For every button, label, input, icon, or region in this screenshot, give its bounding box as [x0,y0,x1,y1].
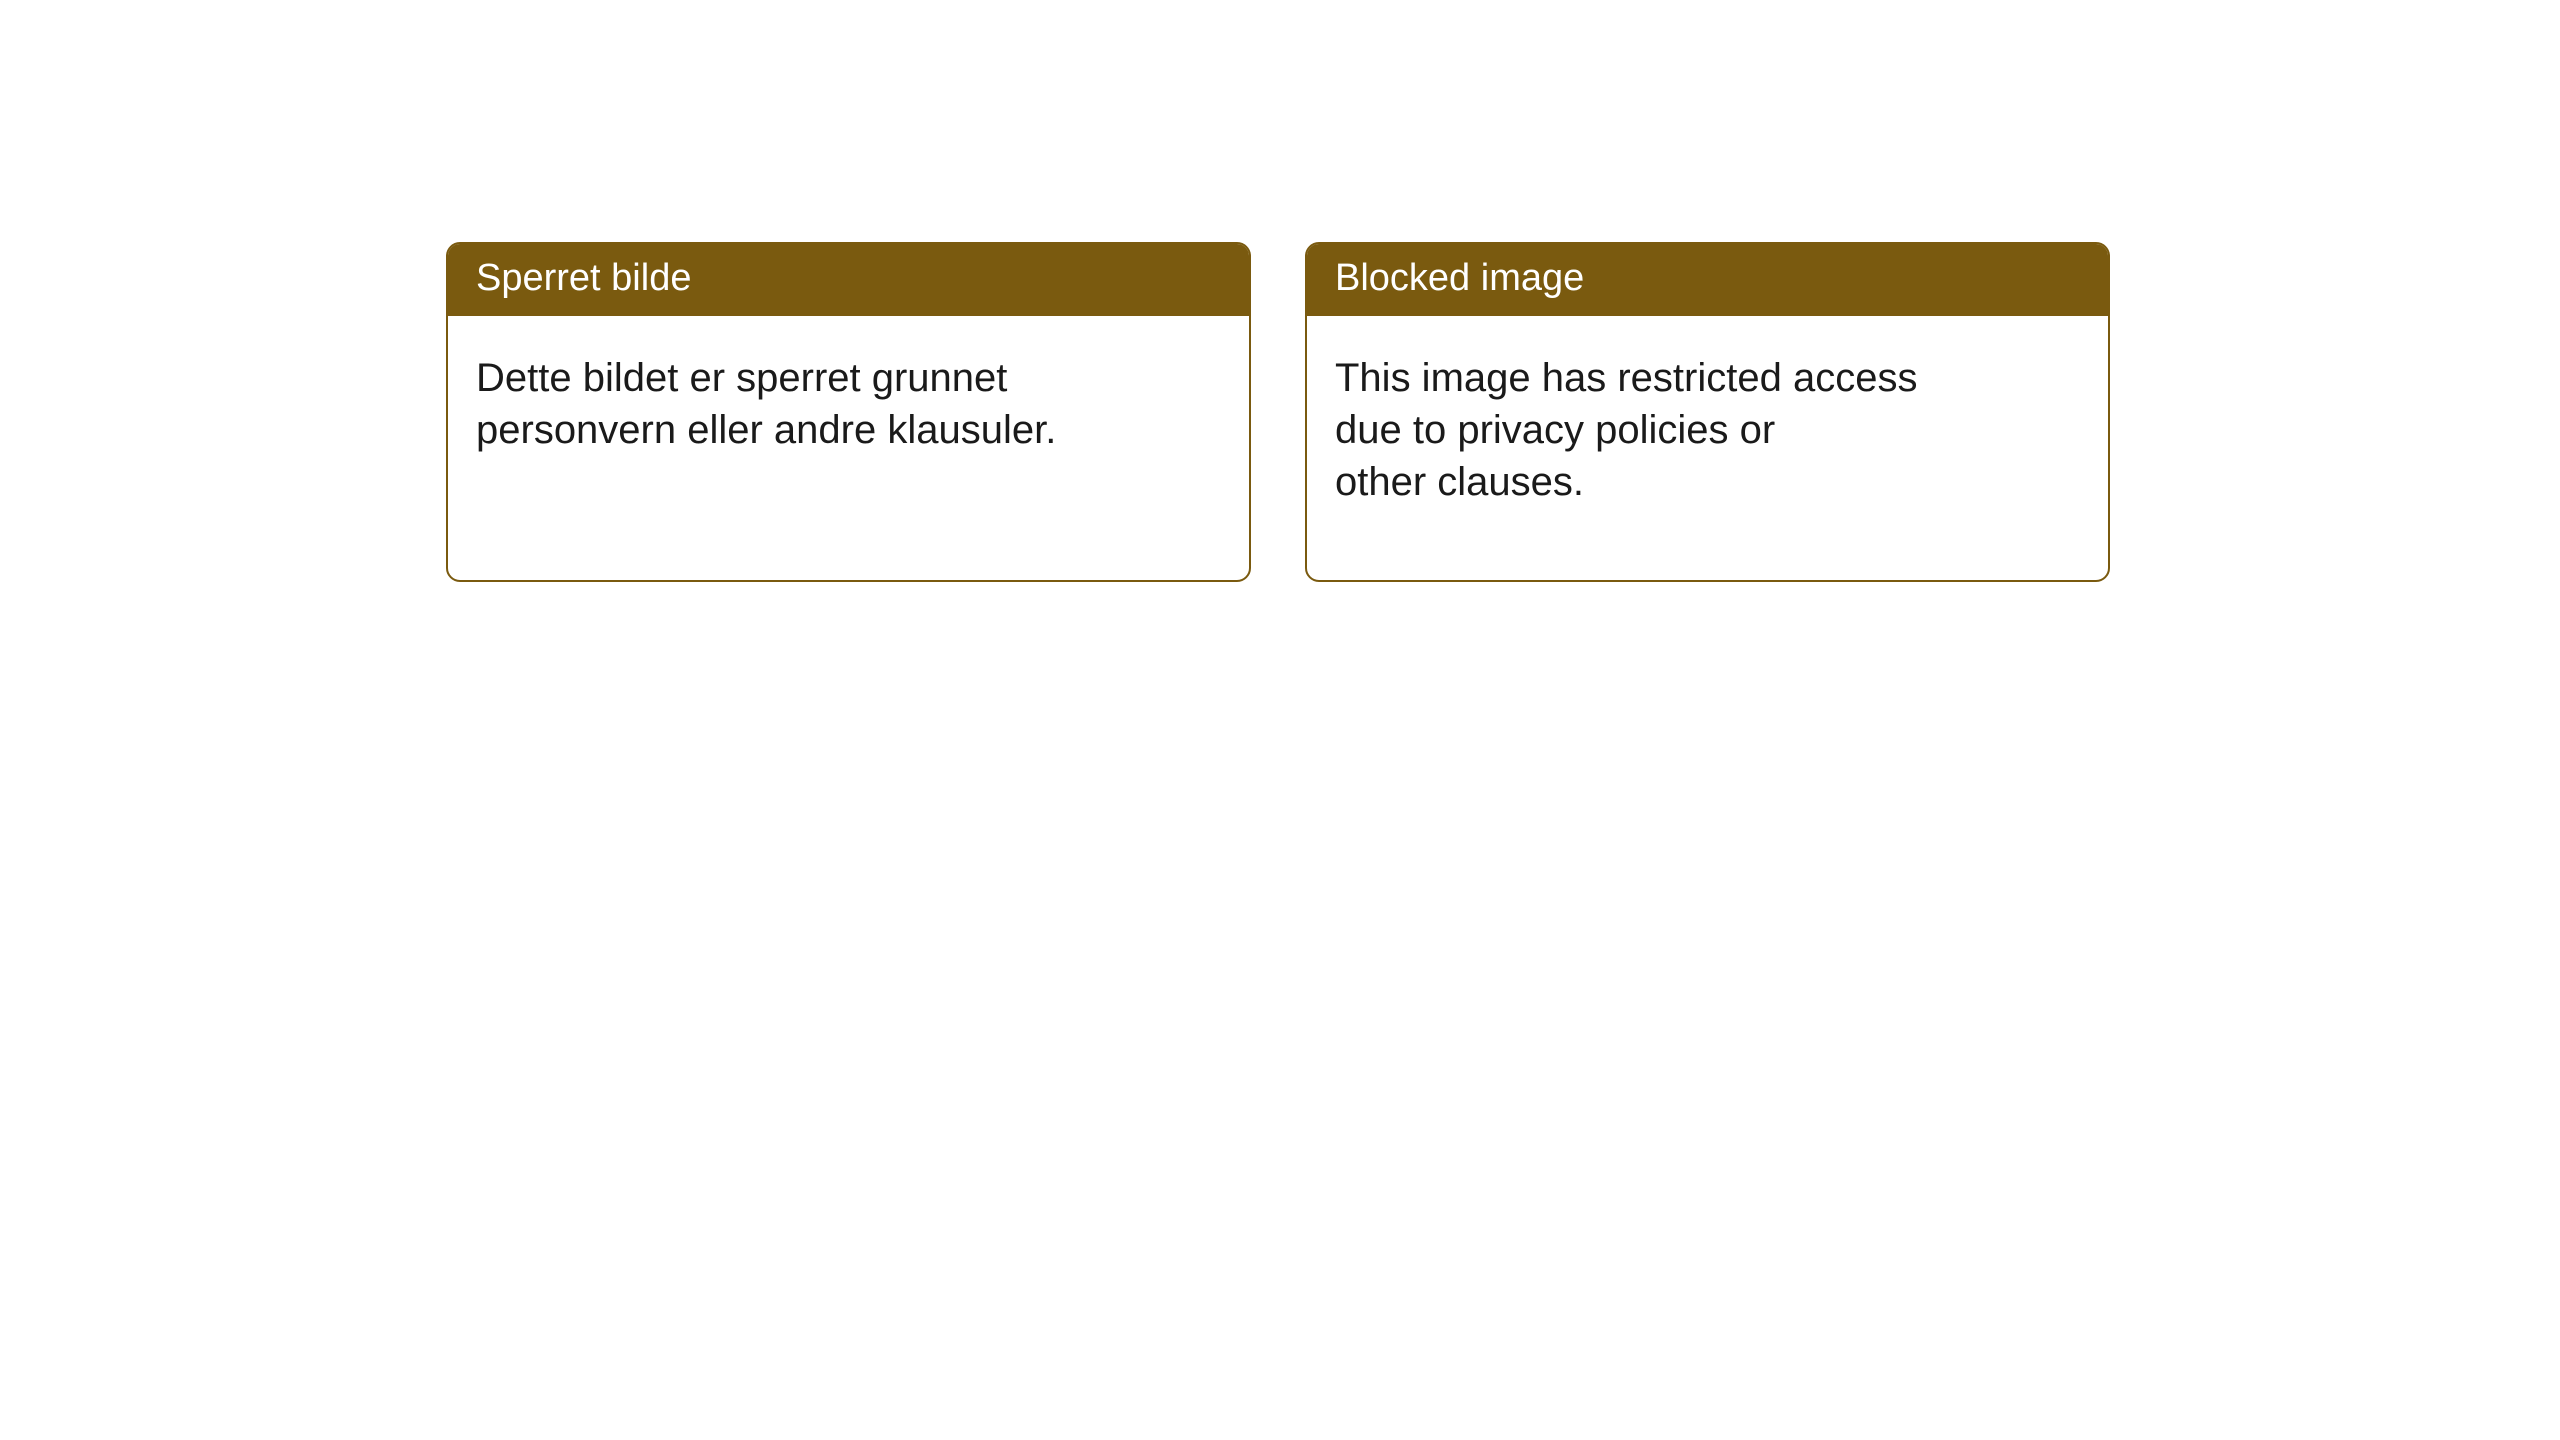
blocked-image-card-en: Blocked image This image has restricted … [1305,242,2110,582]
blocked-image-card-no: Sperret bilde Dette bildet er sperret gr… [446,242,1251,582]
card-title-en: Blocked image [1307,244,2108,316]
card-title-no: Sperret bilde [448,244,1249,316]
blocked-image-notices: Sperret bilde Dette bildet er sperret gr… [446,242,2110,582]
card-body-en: This image has restricted access due to … [1307,316,2108,536]
card-body-no: Dette bildet er sperret grunnet personve… [448,316,1249,484]
